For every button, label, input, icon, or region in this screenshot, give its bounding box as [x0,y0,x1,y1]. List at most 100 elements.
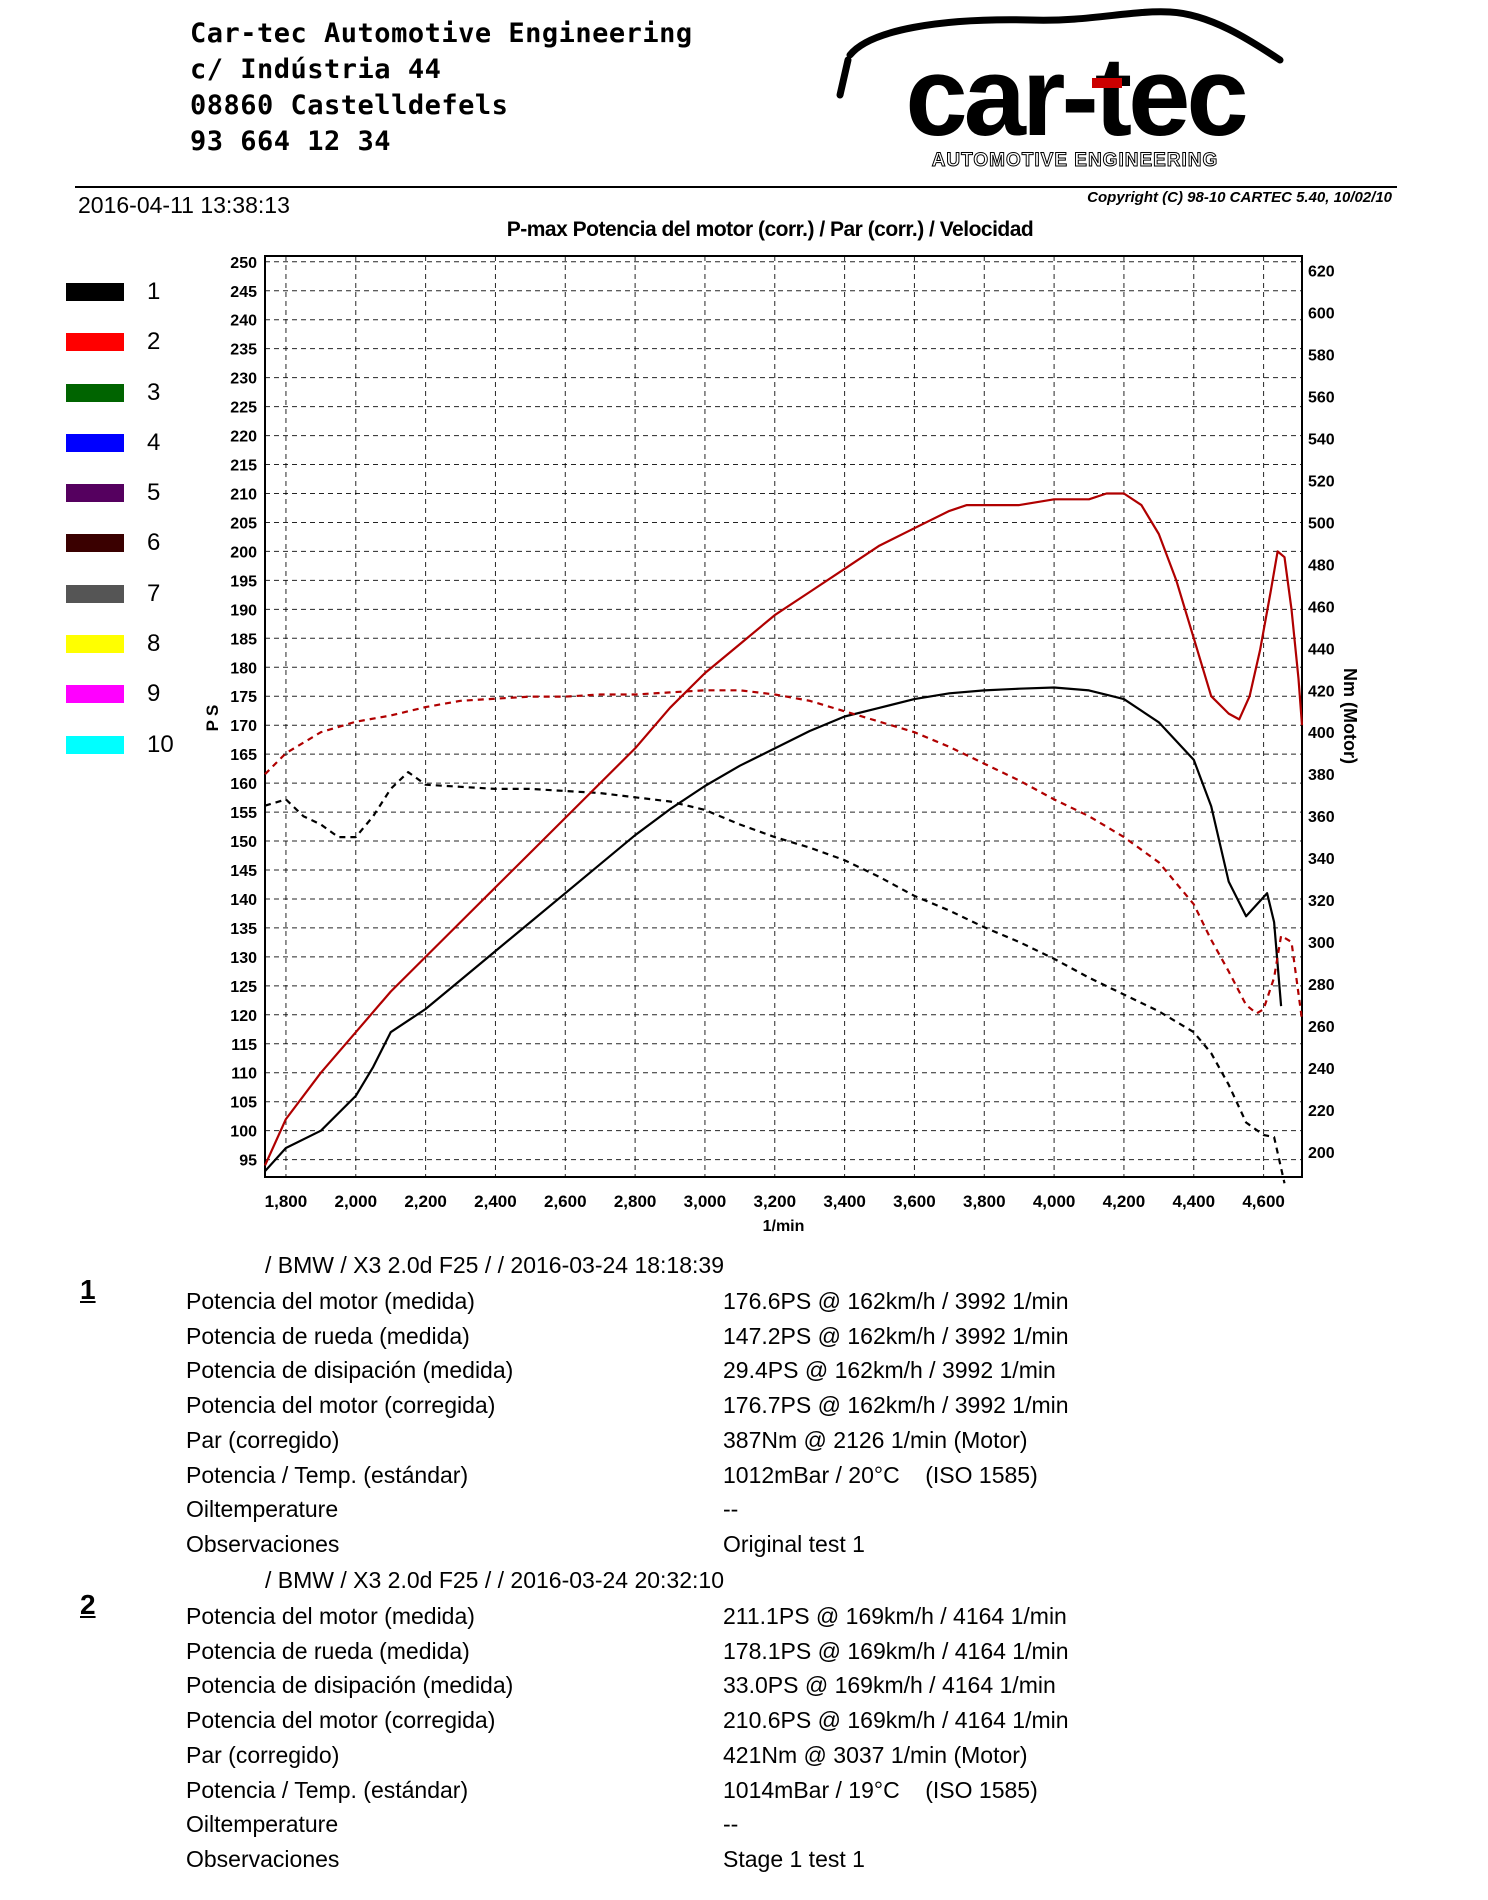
result-value: 29.4PS @ 162km/h / 3992 1/min [723,1357,1056,1384]
x-tick-label: 4,200 [1103,1192,1146,1211]
legend-label: 1 [147,278,161,305]
y-right-tick-label: 540 [1308,432,1335,449]
y-left-tick-label: 170 [230,718,257,735]
result-value: 176.7PS @ 162km/h / 3992 1/min [723,1392,1069,1419]
result-value: 176.6PS @ 162km/h / 3992 1/min [723,1288,1069,1314]
legend-label: 10 [147,730,174,758]
y-right-tick-label: 200 [1308,1145,1335,1162]
series-1-power-line [264,686,1283,1172]
y-left-tick-label: 195 [230,573,257,590]
y-right-tick-label: 260 [1308,1019,1335,1036]
copyright-notice: Copyright (C) 98-10 CARTEC 5.40, 10/02/1… [1087,189,1392,206]
y-right-tick-label: 280 [1308,977,1335,994]
legend-swatch [66,484,124,503]
result-label: Potencia de rueda (medida) [186,1322,470,1349]
y-left-tick-label: 205 [230,515,257,532]
x-tick-label: 2,400 [474,1192,517,1211]
company-city: 08860 Castelldefels [190,90,509,121]
y-left-tick-label: 160 [230,776,257,793]
result-label: Potencia de rueda (medida) [186,1637,470,1664]
y-left-tick-label: 115 [231,1037,257,1054]
result-label: Observaciones [186,1845,340,1872]
x-tick-label: 2,800 [614,1192,657,1211]
legend-label: 3 [147,378,161,406]
result-label: Oiltemperature [186,1811,339,1838]
y-left-tick-label: 125 [230,979,257,996]
y-right-axis-label: Nm (Motor) [1340,668,1360,764]
result-label: Potencia de disipación (medida) [186,1357,514,1384]
report-timestamp: 2016-04-11 13:38:13 [78,192,290,218]
run-title: / BMW / X3 2.0d F25 / / 2016-03-24 18:18… [265,1252,724,1278]
y-right-tick-label: 380 [1308,767,1335,784]
y-left-tick-label: 190 [230,602,257,619]
y-right-tick-label: 400 [1308,725,1335,742]
y-left-tick-label: 245 [230,284,257,301]
result-value: 210.6PS @ 169km/h / 4164 1/min [723,1707,1069,1734]
y-right-tick-label: 560 [1308,390,1335,407]
y-left-tick-label: 240 [230,313,257,330]
y-right-tick-label: 600 [1308,306,1335,323]
result-label: Potencia del motor (medida) [186,1603,475,1629]
y-left-tick-label: 155 [230,805,257,822]
legend-label: 6 [147,529,161,557]
series-1-torque-line [264,770,1286,1184]
result-value: 33.0PS @ 169km/h / 4164 1/min [723,1672,1056,1699]
y-left-tick-label: 150 [230,834,257,851]
legend-swatch [66,735,124,754]
result-value: 178.1PS @ 169km/h / 4164 1/min [723,1637,1069,1664]
result-value: 1012mBar / 20°C (ISO 1585) [723,1461,1038,1488]
y-right-tick-label: 320 [1308,893,1335,910]
x-tick-label: 1,800 [265,1192,308,1211]
legend-swatch [66,383,124,402]
result-value: 211.1PS @ 169km/h / 4164 1/min [723,1603,1067,1629]
company-phone: 93 664 12 34 [190,126,392,157]
y-left-tick-label: 130 [230,950,257,967]
legend-swatch [66,333,124,352]
series-2-power-line [263,492,1304,1166]
run-title: / BMW / X3 2.0d F25 / / 2016-03-24 20:32… [265,1567,724,1593]
y-left-tick-label: 110 [231,1066,257,1083]
y-right-tick-label: 300 [1308,935,1335,952]
legend-label: 9 [147,680,161,708]
x-tick-label: 3,000 [684,1192,727,1211]
y-right-tick-label: 340 [1308,851,1335,868]
x-tick-label: 2,000 [335,1192,378,1211]
y-right-tick-label: 620 [1308,264,1335,281]
y-left-tick-label: 230 [230,371,257,388]
x-tick-label: 4,600 [1242,1192,1285,1211]
result-value: Stage 1 test 1 [723,1845,865,1872]
x-tick-label: 3,800 [963,1192,1006,1211]
legend-swatch [66,584,124,603]
run-number: 1 [80,1274,96,1305]
result-value: Original test 1 [723,1530,865,1557]
plot-frame [264,255,1303,1178]
result-label: Par (corregido) [186,1426,340,1453]
legend-swatch [66,433,124,452]
y-left-tick-label: 140 [230,892,257,909]
y-right-tick-label: 420 [1308,683,1335,700]
dyno-chart: 1,800 2,000 2,200 2,400 2,600 2,800 3,000 3,200… [203,255,1360,1235]
y-left-tick-label: 210 [230,486,257,503]
legend-label: 5 [147,479,161,507]
series-2-torque-line [264,689,1304,1020]
y-left-tick-label: 250 [230,255,257,272]
result-label: Potencia del motor (medida) [186,1288,475,1314]
x-axis-label: 1/min [763,1218,805,1235]
company-street: c/ Indústria 44 [190,54,442,85]
y-right-tick-label: 220 [1308,1103,1335,1120]
y-left-tick-label: 175 [230,689,257,706]
y-right-tick-label: 440 [1308,641,1335,658]
y-right-tick-label: 240 [1308,1061,1335,1078]
result-label: Potencia del motor (corregida) [186,1392,496,1419]
result-value: 421Nm @ 3037 1/min (Motor) [723,1741,1028,1768]
legend-swatch [66,685,124,704]
y-right-tick-label: 480 [1308,557,1335,574]
result-value: 1014mBar / 19°C (ISO 1585) [723,1776,1038,1803]
cartec-logo: car-tec AUTOMOTIVE ENGINEERING [836,8,1284,172]
y-right-tick-label: 360 [1308,809,1335,826]
y-right-tick-label: 500 [1308,515,1335,532]
legend-swatch [66,283,124,301]
y-left-tick-label: 105 [230,1095,257,1112]
y-left-tick-label: 145 [230,863,257,880]
x-tick-label: 2,200 [404,1192,447,1211]
